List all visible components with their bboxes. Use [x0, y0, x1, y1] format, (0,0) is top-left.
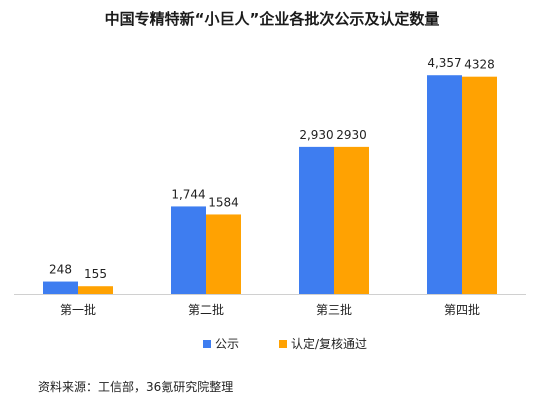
x-tick-label: 第四批: [444, 302, 480, 317]
x-tick-label: 第三批: [316, 302, 352, 317]
data-label: 248: [49, 263, 72, 277]
data-label: 1,744: [171, 187, 205, 201]
data-label: 4328: [464, 58, 495, 72]
bar-approved-4: [462, 76, 497, 295]
bar-approved-2: [206, 214, 241, 294]
legend-label: 认定/复核通过: [291, 336, 367, 351]
legend-item-approved: 认定/复核通过: [279, 336, 367, 351]
bar-approved-1: [78, 286, 113, 294]
legend-swatch: [203, 340, 211, 348]
bar-announced-1: [43, 281, 78, 294]
bar-announced-2: [171, 206, 206, 294]
bar-approved-3: [334, 146, 369, 294]
legend-swatch: [279, 340, 287, 348]
data-label: 4,357: [427, 56, 461, 70]
bar-announced-4: [427, 75, 462, 294]
data-label: 2,930: [299, 128, 333, 142]
source-note: 资料来源：工信部，36氪研究院整理: [38, 380, 234, 394]
data-label: 155: [84, 267, 107, 281]
data-label: 2930: [336, 128, 367, 142]
x-tick-label: 第二批: [188, 302, 224, 317]
bar-announced-3: [299, 146, 334, 294]
legend-label: 公示: [215, 337, 239, 351]
x-tick-label: 第一批: [60, 302, 96, 317]
legend-item-announced: 公示: [203, 337, 239, 351]
data-label: 1584: [208, 195, 239, 209]
chart-title: 中国专精特新“小巨人”企业各批次公示及认定数量: [104, 10, 440, 28]
